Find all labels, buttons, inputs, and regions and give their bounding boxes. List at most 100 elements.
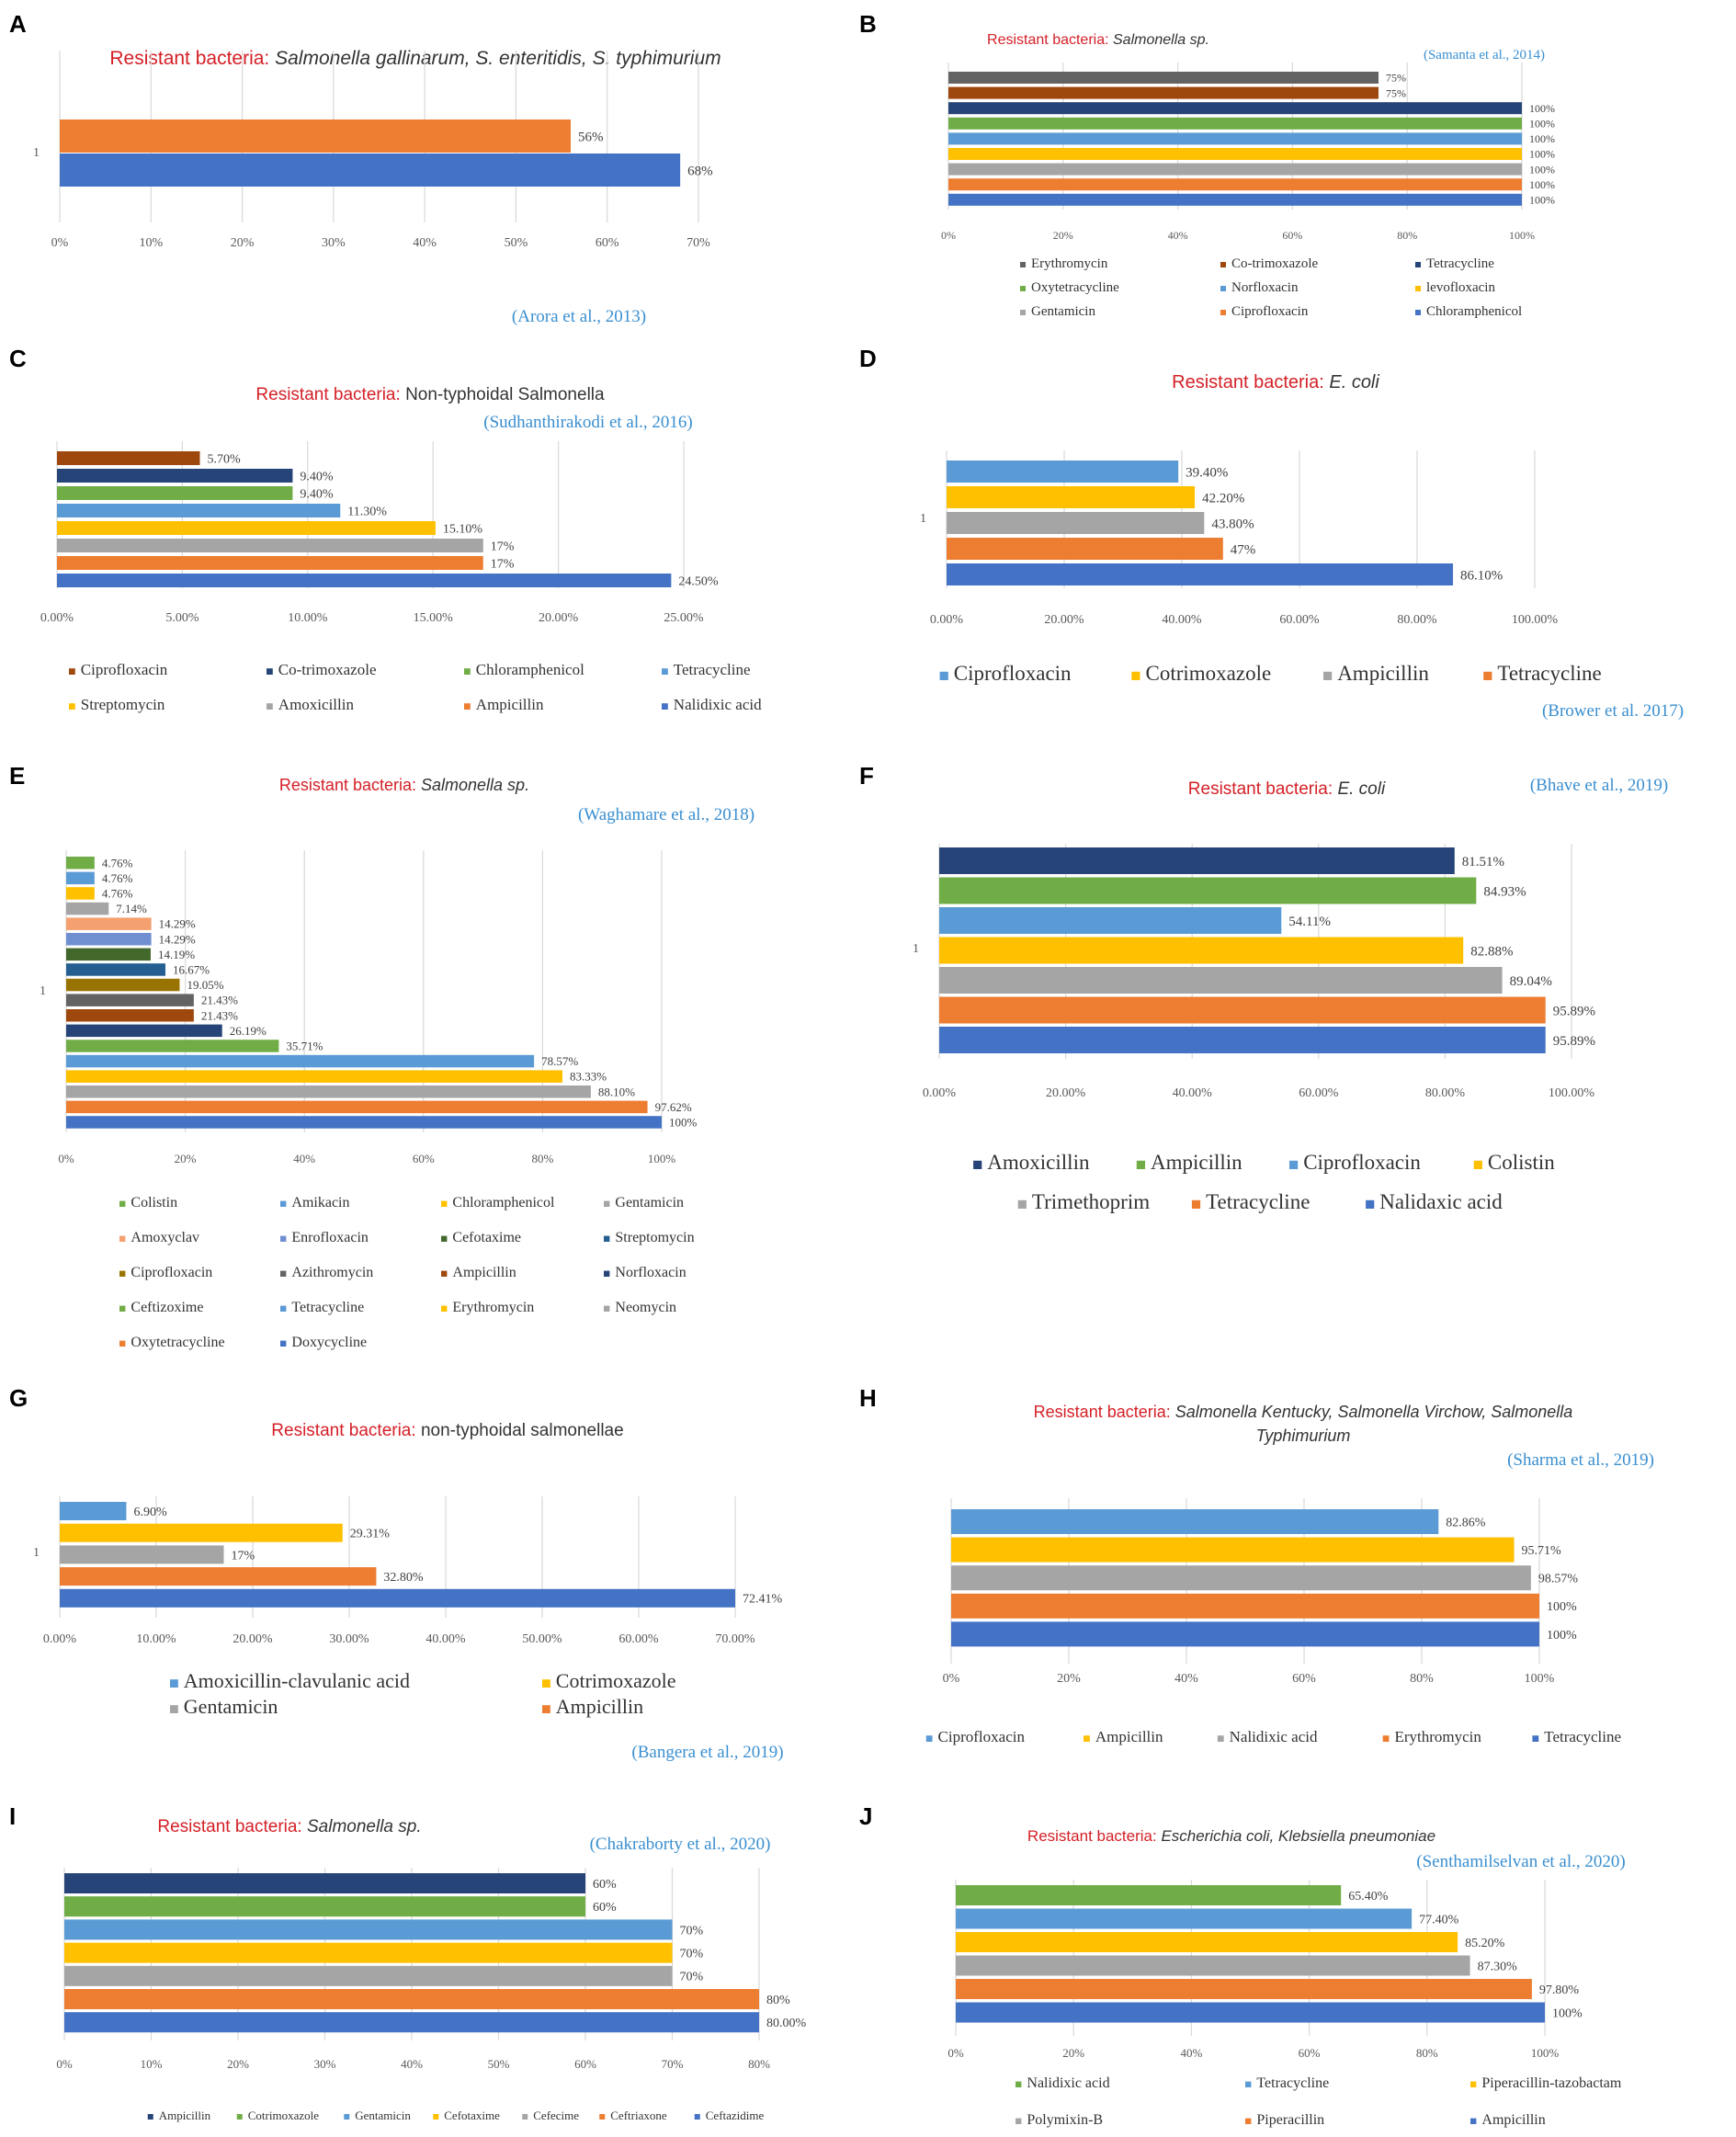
title-organism: Escherichia coli, Klebsiella pneumoniae xyxy=(1161,1827,1435,1845)
data-label: 100% xyxy=(1529,132,1555,145)
bar xyxy=(948,86,1379,99)
tick-label: 0% xyxy=(58,1152,74,1165)
data-label: 14.29% xyxy=(159,932,196,946)
panel-e: E Resistant bacteria: Salmonella sp. (Wagh… xyxy=(9,762,755,1350)
tick-label: 30% xyxy=(322,236,346,250)
legend-swatch xyxy=(662,703,668,710)
bar xyxy=(64,1989,759,2009)
bar xyxy=(57,556,483,570)
data-label: 54.11% xyxy=(1288,915,1331,929)
tick-label: 15.00% xyxy=(414,611,454,625)
data-label: 100% xyxy=(1529,148,1555,161)
data-label: 100% xyxy=(1529,118,1555,131)
legend-label: Streptomycin xyxy=(615,1230,694,1245)
legend-label: Erythromycin xyxy=(1031,256,1108,271)
data-label: 6.90% xyxy=(133,1506,167,1519)
data-label: 81.51% xyxy=(1462,855,1504,870)
bar xyxy=(66,1100,648,1114)
legend-label: Ampicillin xyxy=(1095,1728,1163,1745)
tick-label: 80% xyxy=(1410,1672,1434,1686)
legend-label: Cefecime xyxy=(533,2109,579,2122)
panel-j: J Resistant bacteria: Escherichia coli, K… xyxy=(859,1802,1626,2128)
legend-swatch xyxy=(69,703,75,710)
bar xyxy=(947,512,1205,534)
legend-swatch xyxy=(604,1305,610,1312)
legend-label: Cotrimoxazole xyxy=(248,2109,319,2122)
data-label: 9.40% xyxy=(300,470,334,483)
bar xyxy=(66,963,166,976)
data-label: 83.33% xyxy=(570,1070,607,1084)
legend-label: Neomycin xyxy=(615,1300,676,1315)
bar xyxy=(64,1965,673,1986)
panel-letter: D xyxy=(859,345,877,372)
citation: (Arora et al., 2013) xyxy=(512,307,646,326)
data-label: 80% xyxy=(766,1994,790,2007)
tick-label: 80.00% xyxy=(1397,613,1437,627)
legend-label: Polymixin-B xyxy=(1027,2112,1103,2128)
data-label: 39.40% xyxy=(1186,465,1228,480)
tick-label: 20% xyxy=(1057,1672,1081,1686)
bar xyxy=(64,1873,585,1893)
bar xyxy=(951,1621,1539,1647)
bar xyxy=(64,1919,673,1940)
legend-label: Nalidixic acid xyxy=(1230,1728,1318,1745)
legend-swatch xyxy=(280,1305,287,1312)
tick-label: 0.00% xyxy=(930,613,964,627)
data-label: 100% xyxy=(1547,1600,1577,1614)
tick-label: 20.00% xyxy=(1046,1086,1086,1100)
panel-c: C Resistant bacteria: Non-typhoidal Salmo… xyxy=(9,345,762,713)
legend-swatch xyxy=(604,1200,610,1207)
legend-label: Cefotaxime xyxy=(452,1230,521,1245)
legend-label: Nalidixic acid xyxy=(674,696,762,713)
legend-label: Norfloxacin xyxy=(1231,280,1299,295)
legend-swatch xyxy=(1245,2118,1252,2124)
legend-label: Amoxicillin xyxy=(987,1151,1090,1174)
legend-swatch xyxy=(464,703,471,710)
legend-swatch xyxy=(280,1235,287,1242)
tick-label: 80% xyxy=(531,1152,553,1165)
data-label: 84.93% xyxy=(1483,884,1526,899)
data-label: 16.67% xyxy=(173,963,210,977)
legend-swatch xyxy=(441,1200,448,1207)
tick-label: 25.00% xyxy=(664,611,704,625)
legend-label: Ciprofloxacin xyxy=(938,1728,1026,1745)
tick-label: 20% xyxy=(175,1152,197,1165)
citation: (Bangera et al., 2019) xyxy=(631,1743,783,1762)
bar xyxy=(947,486,1196,508)
bar xyxy=(947,563,1454,585)
panel-h: H Resistant bacteria: Salmonella Kentucky… xyxy=(859,1384,1654,1745)
citation: (Chakraborty et al., 2020) xyxy=(590,1835,771,1854)
tick-label: 60% xyxy=(574,2057,596,2071)
data-label: 17% xyxy=(232,1549,255,1563)
title-prefix: Resistant bacteria: xyxy=(987,32,1113,48)
category-label: 1 xyxy=(913,942,919,956)
legend-swatch xyxy=(236,2114,243,2120)
legend-label: Amoxicillin xyxy=(278,696,355,713)
data-label: 14.29% xyxy=(159,917,196,931)
tick-label: 5.00% xyxy=(165,611,199,625)
tick-label: 30.00% xyxy=(329,1632,369,1646)
legend-label: Streptomycin xyxy=(81,696,165,713)
data-label: 11.30% xyxy=(347,505,387,518)
legend-swatch xyxy=(1470,2081,1477,2087)
data-label: 43.80% xyxy=(1211,517,1254,531)
data-label: 5.70% xyxy=(207,452,241,466)
legend-swatch xyxy=(441,1270,448,1277)
legend-label: Erythromycin xyxy=(1394,1728,1481,1745)
panel-i: I Resistant bacteria: Salmonella sp. (Chak… xyxy=(9,1802,807,2122)
bar xyxy=(939,1027,1546,1053)
category-label: 1 xyxy=(920,512,926,526)
legend-swatch xyxy=(147,2114,153,2120)
data-label: 4.76% xyxy=(102,871,133,885)
bar xyxy=(66,1024,222,1038)
tick-label: 0.00% xyxy=(923,1086,957,1100)
data-label: 68% xyxy=(687,164,713,178)
bar xyxy=(66,978,180,992)
data-label: 100% xyxy=(1529,163,1555,176)
chart-title: Resistant bacteria: Salmonella sp. xyxy=(987,32,1209,48)
tick-label: 20.00% xyxy=(1044,613,1084,627)
legend-label: Tetracycline xyxy=(674,661,751,678)
bar xyxy=(60,1502,127,1520)
tick-label: 80% xyxy=(1397,229,1417,242)
